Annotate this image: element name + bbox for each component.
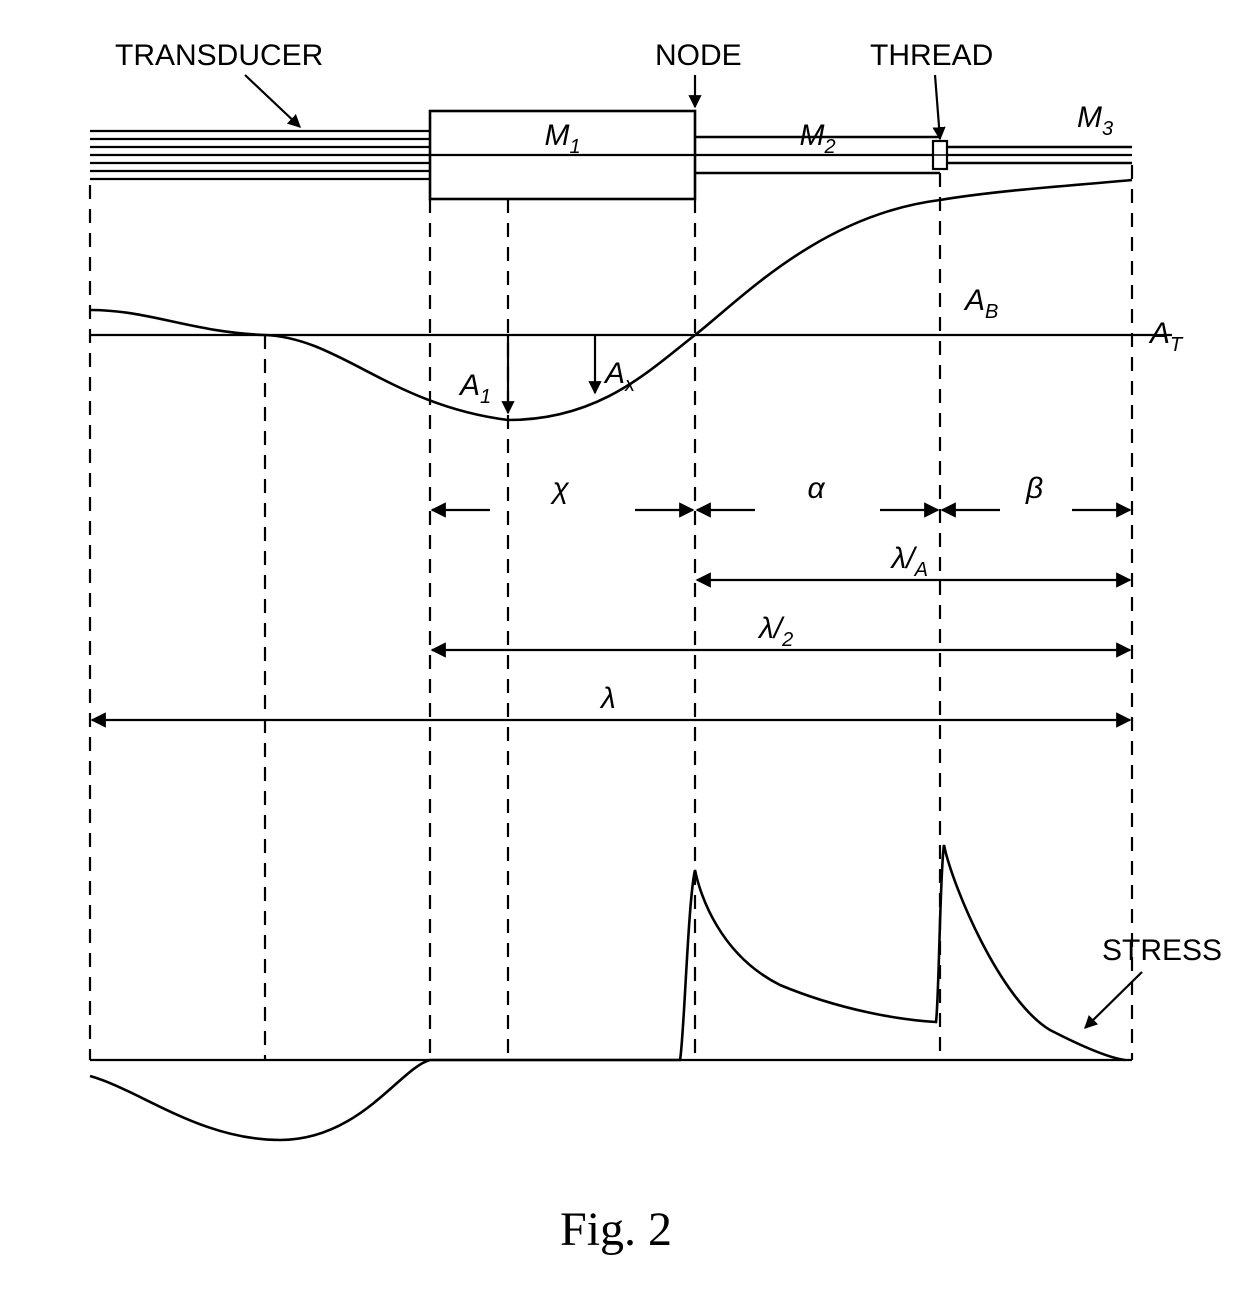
figure-caption: Fig. 2 bbox=[560, 1203, 672, 1256]
ab-label: AB bbox=[963, 284, 998, 323]
lambdaA-label: λ/A bbox=[890, 542, 928, 581]
figure-svg: TRANSDUCERNODETHREADM1M2M3A1AxABATχαβλ/A… bbox=[0, 0, 1240, 1303]
lambda-label: λ bbox=[599, 682, 616, 715]
alpha-label: α bbox=[808, 472, 826, 505]
m3-label: M3 bbox=[1077, 101, 1113, 140]
at-label: AT bbox=[1148, 317, 1184, 356]
thread-label: THREAD bbox=[870, 39, 993, 72]
a1-label: A1 bbox=[458, 369, 491, 408]
beta-label: β bbox=[1025, 472, 1043, 505]
thread-leader bbox=[935, 75, 940, 139]
transducer-leader bbox=[245, 75, 300, 127]
lambda2-label: λ/2 bbox=[757, 612, 793, 651]
transducer-label: TRANSDUCER bbox=[115, 39, 323, 72]
stress-curve bbox=[90, 845, 1125, 1140]
m1-label: M1 bbox=[545, 119, 581, 158]
stress-leader bbox=[1085, 972, 1142, 1028]
chi-label: χ bbox=[550, 472, 570, 505]
node-label: NODE bbox=[655, 39, 742, 72]
m2-label: M2 bbox=[800, 119, 836, 158]
stress-label: STRESS bbox=[1102, 934, 1222, 967]
